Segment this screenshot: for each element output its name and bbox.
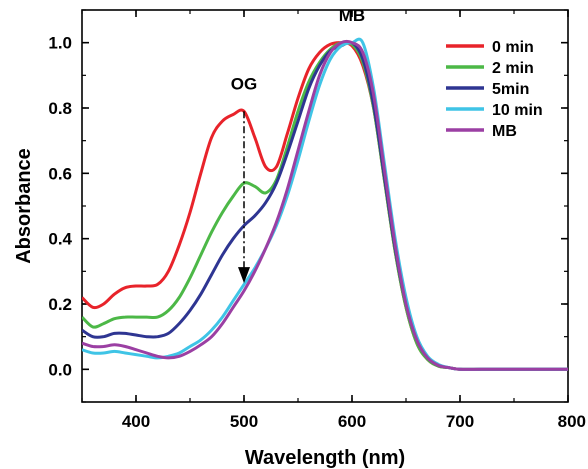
y-axis-ticks: 0.0 0.2 0.4 0.6 0.8 1.0 [48, 9, 568, 403]
x-tick-label: 700 [446, 412, 474, 431]
annotation-mb: MB [339, 6, 365, 25]
series-line-mb [82, 39, 568, 371]
y-axis-title: Absorbance [13, 148, 35, 264]
y-tick-label: 0.8 [48, 99, 72, 118]
legend-label-0-min: 0 min [492, 39, 534, 56]
y-tick-label: 0.2 [48, 295, 72, 314]
x-tick-label: 600 [338, 412, 366, 431]
x-tick-label: 400 [122, 412, 150, 431]
series-lines [82, 37, 568, 371]
arrow-head [238, 267, 250, 284]
x-axis-title: Wavelength (nm) [245, 447, 405, 469]
legend-label-5min: 5min [492, 81, 529, 98]
legend-label-mb: MB [492, 123, 517, 140]
y-tick-label: 0.0 [48, 360, 72, 379]
x-tick-label: 800 [558, 412, 586, 431]
annotation-og: OG [231, 75, 257, 94]
legend-label-2-min: 2 min [492, 60, 534, 77]
y-tick-label: 0.4 [48, 230, 72, 249]
y-tick-label: 1.0 [48, 34, 72, 53]
x-axis-ticks: 400 500 600 700 800 [81, 10, 586, 431]
x-tick-label: 500 [230, 412, 258, 431]
annotations: OG MB [231, 6, 365, 284]
legend: 0 min 2 min 5min 10 min MB [446, 39, 543, 140]
y-tick-label: 0.6 [48, 164, 72, 183]
legend-label-10-min: 10 min [492, 102, 543, 119]
